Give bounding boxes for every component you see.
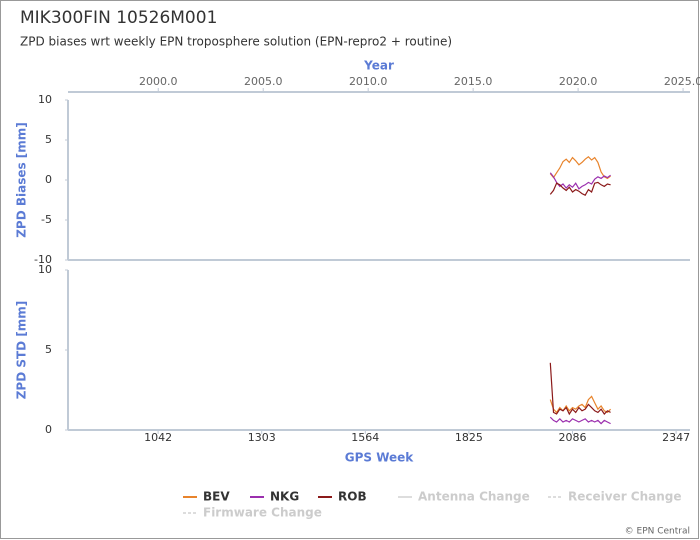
- y-tick-label: -10: [34, 253, 52, 266]
- x-tick-label: 2086: [559, 431, 587, 444]
- y-tick-label: 10: [38, 93, 52, 106]
- x-tick-label: 1042: [144, 431, 172, 444]
- y-tick-label: 0: [45, 173, 52, 186]
- y-axis-title: ZPD STD [mm]: [15, 301, 29, 400]
- series-line: [549, 416, 611, 425]
- x-tick-label: 2347: [662, 431, 690, 444]
- chart-title: MIK300FIN 10526M001: [20, 8, 217, 28]
- legend-label: Receiver Change: [568, 490, 682, 504]
- x2-tick-label: 2005.0: [244, 75, 283, 88]
- x2-tick-label: 2010.0: [349, 75, 388, 88]
- series-line: [549, 156, 611, 180]
- legend-label: ROB: [338, 490, 367, 504]
- x-tick-label: 1825: [455, 431, 483, 444]
- y-tick-label: -5: [41, 213, 52, 226]
- series-line: [549, 362, 611, 416]
- x2-tick-label: 2020.0: [559, 75, 598, 88]
- y-tick-label: 10: [38, 263, 52, 276]
- y-tick-label: 5: [45, 133, 52, 146]
- x-tick-label: 1303: [248, 431, 276, 444]
- y-tick-label: 0: [45, 423, 52, 436]
- legend-label: NKG: [270, 490, 299, 504]
- credit: © EPN Central: [625, 527, 690, 537]
- legend-label: Antenna Change: [418, 490, 530, 504]
- y-axis-title: ZPD Biases [mm]: [15, 122, 29, 238]
- x2-tick-label: 2025.0: [664, 75, 700, 88]
- chart-subtitle: ZPD biases wrt weekly EPN troposphere so…: [20, 35, 452, 49]
- legend-label: Firmware Change: [203, 506, 322, 520]
- series-line: [549, 395, 612, 414]
- x-tick-label: 1564: [351, 431, 379, 444]
- x-axis-title: GPS Week: [345, 451, 415, 465]
- y-tick-label: 5: [45, 343, 52, 356]
- series-line: [549, 181, 611, 196]
- x2-tick-label: 2000.0: [139, 75, 178, 88]
- legend-label: BEV: [203, 490, 230, 504]
- x2-tick-label: 2015.0: [454, 75, 493, 88]
- x2-axis-title: Year: [363, 59, 394, 73]
